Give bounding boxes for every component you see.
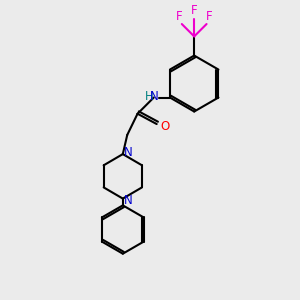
Text: N: N (124, 194, 133, 207)
Text: N: N (149, 90, 158, 103)
Text: H: H (145, 90, 154, 103)
Text: N: N (124, 146, 133, 159)
Text: F: F (176, 10, 183, 22)
Text: F: F (191, 4, 197, 17)
Text: F: F (206, 10, 212, 22)
Text: O: O (160, 120, 170, 133)
